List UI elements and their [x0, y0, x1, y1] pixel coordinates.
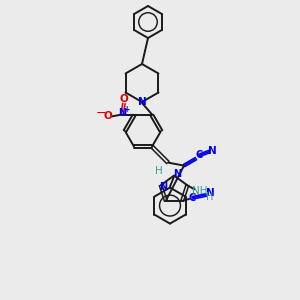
Text: N: N	[173, 169, 181, 178]
Text: O: O	[103, 111, 112, 122]
Text: H: H	[206, 192, 213, 202]
Text: H: H	[155, 166, 163, 176]
Text: C: C	[189, 193, 196, 203]
Text: O: O	[120, 94, 128, 104]
Text: NH: NH	[192, 186, 207, 196]
Text: −: −	[96, 107, 106, 120]
Text: +: +	[123, 105, 129, 114]
Text: N: N	[138, 97, 146, 107]
Text: N: N	[206, 188, 214, 198]
Text: N: N	[160, 182, 168, 192]
Text: C: C	[195, 150, 203, 160]
Text: N: N	[208, 146, 216, 156]
Text: N: N	[118, 108, 126, 118]
